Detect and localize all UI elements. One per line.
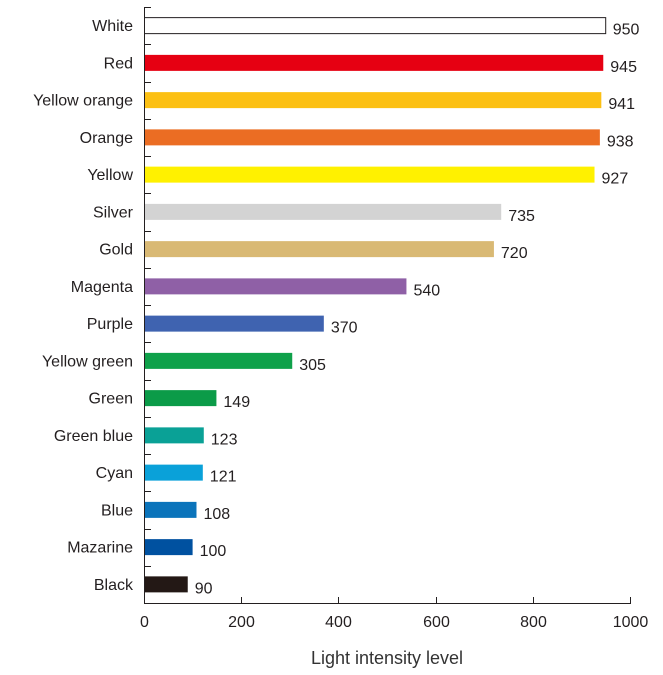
value-label-white: 950 bbox=[613, 22, 640, 39]
value-label-silver: 735 bbox=[508, 208, 535, 225]
value-label-yellow-orange: 941 bbox=[608, 96, 635, 113]
value-label-yellow-green: 305 bbox=[299, 357, 326, 374]
value-label-blue: 108 bbox=[203, 506, 230, 523]
value-label-magenta: 540 bbox=[413, 282, 440, 299]
bar-white bbox=[144, 17, 607, 35]
category-label-orange: Orange bbox=[80, 130, 133, 147]
bar-yellow bbox=[144, 166, 595, 183]
bar-gold bbox=[144, 241, 494, 258]
bar-silver bbox=[144, 203, 502, 220]
x-tick-label-1000: 1000 bbox=[613, 614, 649, 631]
x-axis-title: Light intensity level bbox=[311, 648, 463, 668]
x-tick-label-800: 800 bbox=[520, 614, 547, 631]
bars-layer bbox=[144, 17, 607, 593]
value-label-green-blue: 123 bbox=[211, 431, 238, 448]
category-label-black: Black bbox=[94, 577, 134, 594]
value-label-orange: 938 bbox=[607, 133, 634, 150]
bar-yellow-green bbox=[144, 352, 293, 369]
x-tick-label-0: 0 bbox=[140, 614, 149, 631]
category-label-cyan: Cyan bbox=[96, 465, 133, 482]
bar-red bbox=[144, 54, 604, 71]
bar-green-blue bbox=[144, 427, 204, 444]
value-label-green: 149 bbox=[223, 394, 250, 411]
category-label-gold: Gold bbox=[99, 242, 133, 259]
bar-magenta bbox=[144, 278, 407, 295]
axes: 0 200 400 600 800 1000 bbox=[140, 7, 648, 631]
bar-purple bbox=[144, 315, 324, 332]
bar-mazarine bbox=[144, 539, 193, 556]
value-label-yellow: 927 bbox=[602, 171, 629, 188]
x-tick-label-400: 400 bbox=[325, 614, 352, 631]
category-label-blue: Blue bbox=[101, 502, 133, 519]
category-label-red: Red bbox=[104, 55, 133, 72]
category-label-yellow: Yellow bbox=[87, 167, 133, 184]
value-label-mazarine: 100 bbox=[200, 543, 227, 560]
x-tick-label-200: 200 bbox=[228, 614, 255, 631]
category-label-magenta: Magenta bbox=[71, 279, 133, 296]
bar-blue bbox=[144, 501, 197, 518]
category-label-white: White bbox=[92, 18, 133, 35]
bar-yellow-orange bbox=[144, 92, 602, 109]
category-labels: White Red Yellow orange Orange Yellow Silver G… bbox=[33, 18, 134, 594]
bar-green bbox=[144, 390, 217, 407]
category-label-purple: Purple bbox=[87, 316, 133, 333]
value-label-red: 945 bbox=[610, 59, 637, 76]
category-label-mazarine: Mazarine bbox=[67, 540, 133, 557]
value-label-cyan: 121 bbox=[210, 469, 237, 486]
bar-cyan bbox=[144, 464, 203, 481]
value-label-black: 90 bbox=[195, 580, 213, 597]
value-label-purple: 370 bbox=[331, 320, 358, 337]
category-label-yellow-green: Yellow green bbox=[42, 353, 133, 370]
category-label-green: Green bbox=[89, 391, 133, 408]
category-label-silver: Silver bbox=[93, 204, 134, 221]
value-labels: 950 945 941 938 927 735 720 540 370 305 149 123 121 1… bbox=[195, 22, 640, 598]
x-tick-label-600: 600 bbox=[423, 614, 450, 631]
category-label-yellow-orange: Yellow orange bbox=[33, 93, 133, 110]
bar-black bbox=[144, 576, 188, 593]
category-label-green-blue: Green blue bbox=[54, 428, 133, 445]
value-label-gold: 720 bbox=[501, 245, 528, 262]
bar-orange bbox=[144, 129, 600, 146]
